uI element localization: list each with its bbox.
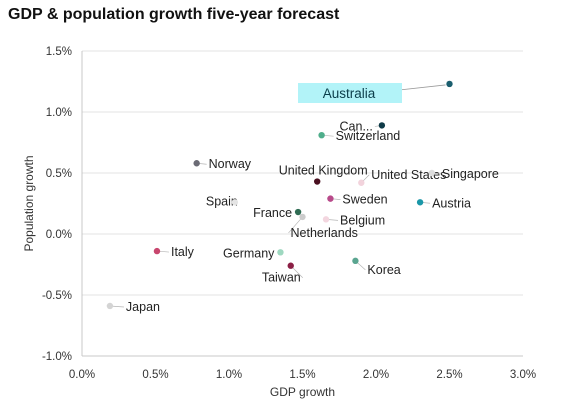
x-tick-label: 1.0%	[216, 369, 242, 381]
point-united-states	[358, 179, 365, 186]
point-australia	[446, 80, 453, 88]
point-label-sweden: Sweden	[342, 193, 387, 207]
point-germany	[277, 249, 284, 256]
point-sweden	[327, 195, 334, 202]
point-label-austria: Austria	[432, 196, 471, 210]
y-tick-label: -0.5%	[42, 290, 72, 302]
point-label-switzerland: Switzerland	[336, 129, 401, 143]
point-label-can: Can...	[340, 119, 373, 133]
point-label-united-kingdom: United Kingdom	[279, 164, 368, 178]
point-switzerland	[318, 131, 325, 139]
x-axis-title: GDP growth	[270, 385, 335, 399]
y-tick-label: 1.5%	[46, 46, 72, 58]
point-label-germany: Germany	[223, 246, 275, 260]
point-korea	[352, 257, 359, 265]
point-label-japan: Japan	[126, 300, 160, 314]
point-label-korea: Korea	[367, 263, 400, 277]
point-label-belgium: Belgium	[340, 213, 385, 227]
point-netherlands	[299, 213, 306, 221]
x-tick-label: 2.0%	[363, 369, 389, 381]
point-label-netherlands: Netherlands	[291, 226, 358, 240]
chart-title: GDP & population growth five-year foreca…	[8, 6, 340, 23]
y-tick-label: 0.0%	[46, 229, 72, 241]
y-tick-label: 0.5%	[46, 168, 72, 180]
point-label-singapore: Singapore	[442, 167, 499, 181]
point-label-spain: Spain	[206, 194, 238, 208]
point-belgium	[322, 216, 330, 223]
x-tick-label: 0.0%	[69, 369, 95, 381]
point-label-france: France	[253, 206, 292, 220]
leader-line-netherlands	[288, 216, 303, 234]
point-label-norway: Norway	[209, 157, 252, 171]
x-tick-label: 3.0%	[510, 369, 536, 381]
point-japan	[106, 302, 114, 310]
point-italy	[153, 247, 161, 255]
point-france	[294, 208, 302, 216]
point-label-italy: Italy	[171, 245, 195, 259]
y-tick-label: -1.0%	[42, 351, 72, 363]
point-taiwan	[287, 262, 294, 269]
point-label-taiwan: Taiwan	[262, 271, 301, 285]
point-singapore	[428, 169, 436, 177]
x-tick-label: 2.5%	[436, 369, 462, 381]
point-label-australia: Australia	[323, 86, 376, 101]
y-axis-title: Population growth	[22, 155, 36, 251]
point-can	[378, 122, 386, 129]
x-tick-label: 0.5%	[142, 369, 168, 381]
point-united-kingdom	[314, 178, 321, 185]
point-label-united-states: United States	[371, 168, 446, 182]
y-tick-label: 1.0%	[46, 107, 72, 119]
point-austria	[416, 199, 424, 206]
point-norway	[193, 160, 200, 167]
x-tick-label: 1.5%	[289, 369, 315, 381]
point-spain	[231, 199, 239, 206]
highlight-box-australia	[298, 83, 402, 103]
